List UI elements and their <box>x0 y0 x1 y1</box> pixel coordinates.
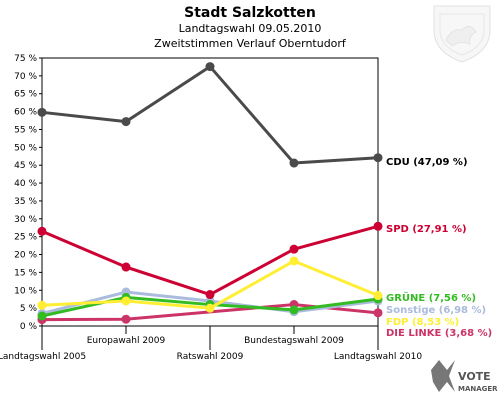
series-label: DIE LINKE (3,68 %) <box>386 328 492 339</box>
data-point <box>373 308 383 318</box>
x-tick-label: Europawahl 2009 <box>87 336 166 346</box>
votemanager-x-icon <box>431 360 455 392</box>
y-tick-label: 30 % <box>14 215 37 225</box>
series-label: CDU (47,09 %) <box>386 157 468 168</box>
y-tick-label: 40 % <box>14 179 37 189</box>
series-label: Sonstige (6,98 %) <box>386 305 486 316</box>
data-point <box>37 226 47 236</box>
votemanager-logo: VOTE MANAGER <box>431 360 498 393</box>
y-tick-label: 65 % <box>14 90 37 100</box>
y-tick-label: 25 % <box>14 233 37 243</box>
y-tick-label: 15 % <box>14 268 37 278</box>
y-tick-label: 55 % <box>14 125 37 135</box>
y-tick-label: 50 % <box>14 143 37 153</box>
logo-text-bottom: MANAGER <box>458 385 498 393</box>
chart-subtitle-2: Zweitstimmen Verlauf Oberntudorf <box>154 37 347 50</box>
y-tick-label: 45 % <box>14 161 37 171</box>
logo-text-top: VOTE <box>458 370 491 383</box>
data-point <box>121 117 131 127</box>
chart-title: Stadt Salzkotten <box>184 5 316 21</box>
x-tick-label: Landtagswahl 2010 <box>334 352 423 362</box>
y-tick-label: 0 % <box>20 322 38 332</box>
chart-subtitle: Landtagswahl 09.05.2010 <box>179 22 322 35</box>
data-point <box>37 311 47 321</box>
data-point <box>205 62 215 72</box>
data-point <box>373 291 383 301</box>
data-point <box>289 256 299 266</box>
x-tick-label: Landtagswahl 2005 <box>0 352 86 362</box>
data-point <box>121 296 131 306</box>
plot-area <box>41 57 379 327</box>
data-point <box>121 314 131 324</box>
series-cdu <box>37 62 383 168</box>
data-point <box>289 158 299 168</box>
data-point <box>37 107 47 117</box>
data-point <box>121 262 131 272</box>
data-point <box>373 153 383 163</box>
series-spd <box>37 221 383 300</box>
series-label: GRÜNE (7,56 %) <box>386 290 476 304</box>
y-tick-label: 75 % <box>14 54 37 64</box>
y-tick-label: 20 % <box>14 251 37 261</box>
y-axis: 0 % 5 % 10 % 15 % 20 % 25 % 30 % 35 % 40 % 45 % 50… <box>14 54 42 332</box>
series-label: FDP (8,53 %) <box>386 317 459 328</box>
y-tick-label: 35 % <box>14 197 37 207</box>
data-point <box>37 300 47 310</box>
y-tick-label: 5 % <box>20 304 38 314</box>
data-point <box>289 305 299 315</box>
series-fdp <box>37 256 383 313</box>
y-tick-label: 70 % <box>14 72 37 82</box>
data-point <box>205 290 215 300</box>
series-layer <box>37 62 383 325</box>
data-point <box>205 303 215 313</box>
series-label: SPD (27,91 %) <box>386 224 467 235</box>
y-tick-label: 60 % <box>14 108 37 118</box>
x-tick-label: Ratswahl 2009 <box>177 352 244 362</box>
data-point <box>373 221 383 231</box>
x-tick-label: Bundestagswahl 2009 <box>244 336 344 346</box>
coat-of-arms-icon <box>433 5 491 63</box>
data-point <box>289 244 299 254</box>
y-tick-label: 10 % <box>14 286 37 296</box>
series-labels: CDU (47,09 %) SPD (27,91 %) FDP (8,53 %) GR… <box>386 157 492 339</box>
